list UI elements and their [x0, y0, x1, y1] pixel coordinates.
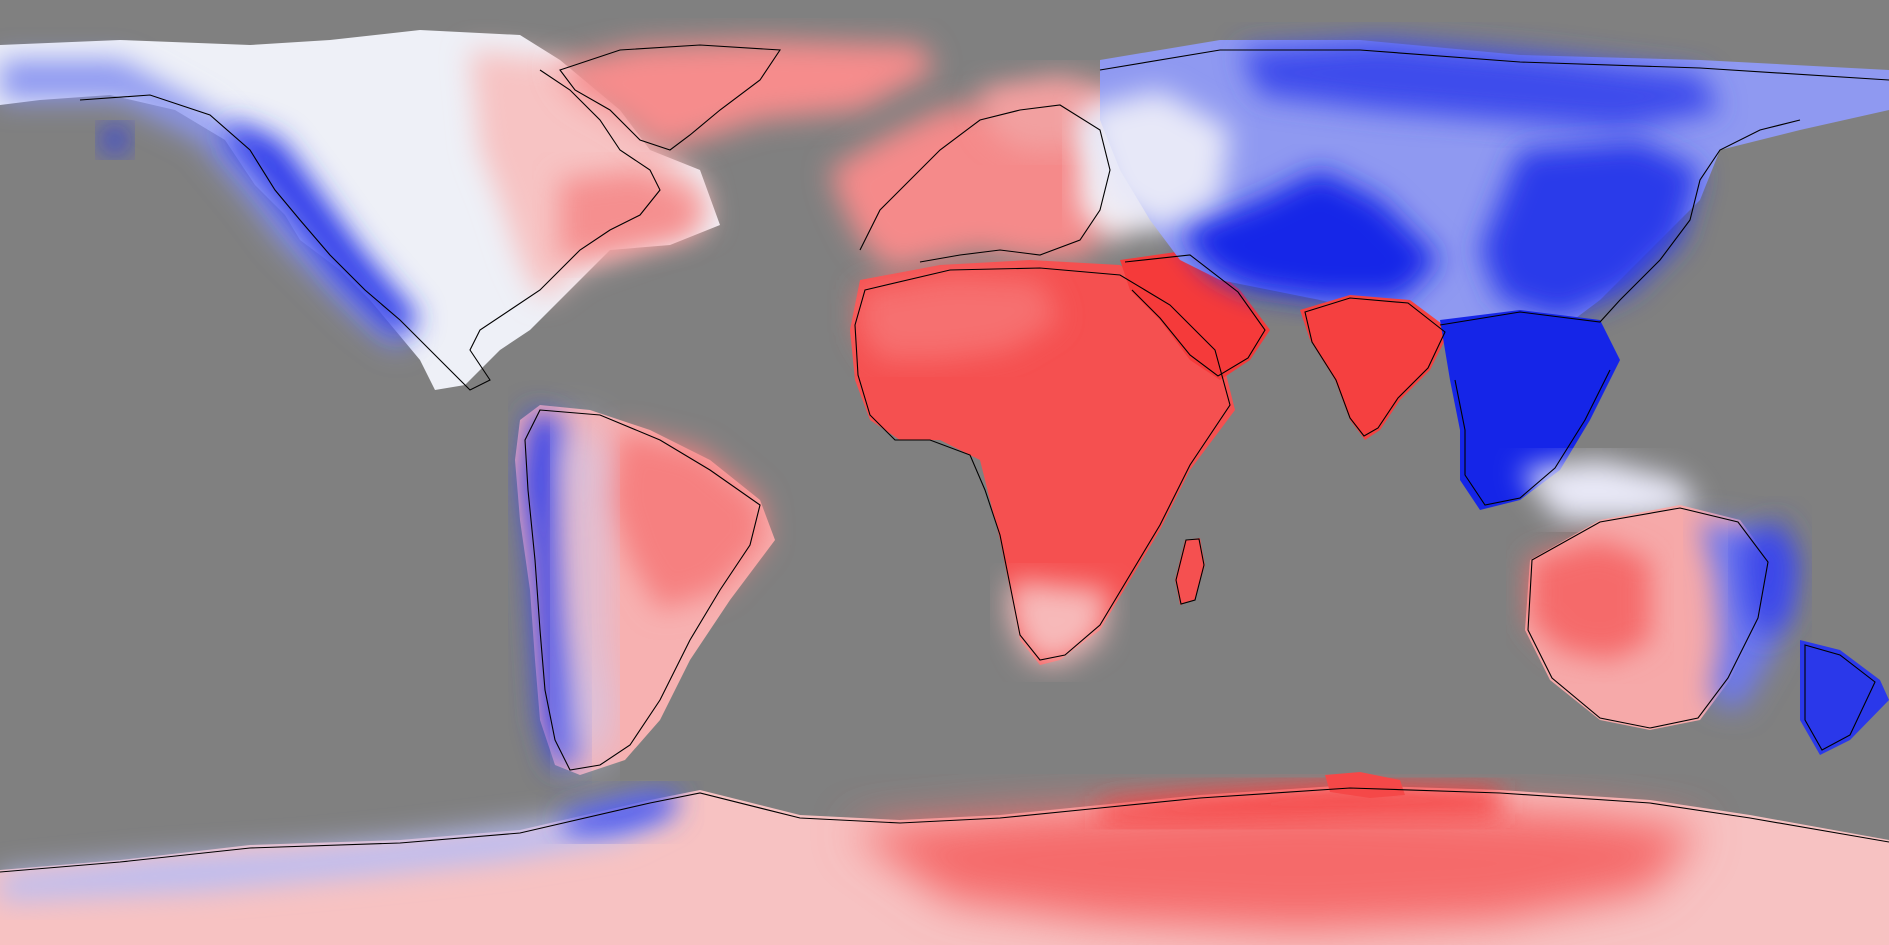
- coastline-greenland: [559, 44, 781, 151]
- southeast-asia-cold: [1440, 310, 1620, 510]
- coastline-australia: [1527, 507, 1769, 729]
- coastline-antarctica: [0, 787, 1889, 873]
- coastline-north-america: [79, 69, 661, 391]
- africa-north-warm-light: [860, 275, 1060, 360]
- east-antarctica-warm: [850, 800, 1700, 930]
- new-zealand: [1800, 640, 1889, 755]
- coastline-madagascar: [1175, 538, 1205, 605]
- west-antarctica-cold: [0, 800, 680, 900]
- pacific-island-cold: [1740, 520, 1800, 640]
- north-america-east-warm-core: [560, 170, 700, 260]
- maritime-asia-neutral: [1520, 460, 1700, 520]
- greenland: [555, 40, 935, 150]
- coastline-new-zealand: [1804, 644, 1876, 751]
- siberia-north-cold: [1240, 40, 1720, 130]
- south-africa-light: [1010, 580, 1110, 665]
- antarctica: [0, 772, 1889, 945]
- southern-ocean-island-warm: [1325, 772, 1405, 798]
- oceania: [1525, 505, 1889, 755]
- central-asia-cold-core: [1180, 170, 1440, 300]
- andes-cold: [520, 410, 580, 770]
- west-siberia-neutral: [1080, 90, 1230, 230]
- antarctic-peninsula-cold: [560, 790, 680, 835]
- coastline-south-america: [524, 409, 761, 771]
- africa-land: [850, 260, 1235, 665]
- north-america-west-cold: [0, 60, 410, 350]
- coastline-europe: [859, 104, 1111, 263]
- rocky-mountains-cold-core: [225, 120, 420, 335]
- western-australia-warm: [1530, 540, 1650, 660]
- eastern-south-america-warm: [610, 430, 765, 610]
- coastline-siberia: [1099, 49, 1889, 81]
- arabian-peninsula: [1120, 250, 1270, 380]
- asia: [1080, 40, 1889, 520]
- coastline-east-asia: [1439, 119, 1801, 326]
- coastline-africa: [854, 267, 1231, 661]
- india: [1300, 295, 1450, 440]
- alaska-cold-spot: [101, 126, 129, 154]
- coastline-arabia: [1124, 254, 1266, 377]
- south-america: [515, 405, 775, 775]
- north-america: [0, 30, 720, 390]
- coastlines: [0, 44, 1889, 873]
- coastline-southeast-asia: [1454, 369, 1611, 506]
- coastline-india: [1304, 297, 1446, 437]
- andes-cold-halo: [560, 420, 610, 770]
